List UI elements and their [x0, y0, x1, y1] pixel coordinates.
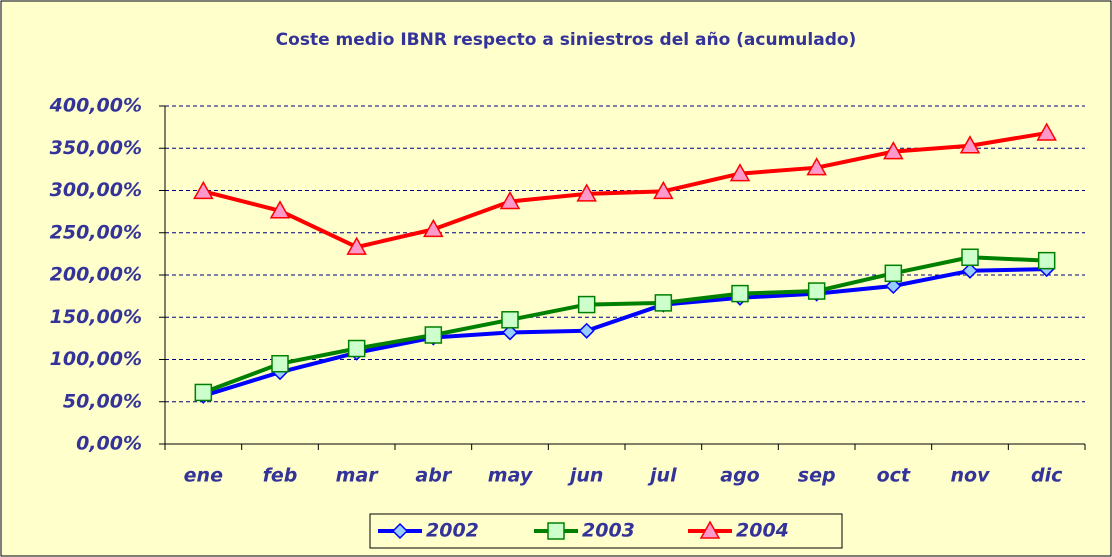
x-tick-label: may [488, 465, 534, 487]
data-point [729, 163, 751, 182]
series-line [202, 267, 1047, 398]
y-tick-label: 50,00% [63, 390, 142, 412]
data-point [424, 326, 443, 344]
x-tick-label: jul [647, 465, 677, 487]
data-point [347, 339, 366, 358]
x-tick-label: ene [184, 465, 223, 487]
data-point [806, 157, 827, 176]
data-point [885, 277, 902, 295]
y-tick-label: 400,00% [49, 95, 142, 117]
data-point [501, 311, 519, 329]
legend-label: 2004 [736, 520, 789, 542]
x-tick-label: abr [415, 465, 452, 487]
legend-marker [699, 520, 721, 539]
data-point [883, 141, 904, 160]
x-tick-label: sep [798, 465, 836, 487]
series-line [202, 255, 1047, 395]
y-tick-label: 250,00% [50, 221, 142, 243]
data-point [654, 294, 673, 312]
data-point [884, 264, 903, 283]
x-tick-label: nov [951, 465, 991, 487]
y-tick-label: 100,00% [50, 348, 142, 370]
x-tick-label: ago [720, 465, 759, 487]
x-tick-label: feb [263, 465, 298, 487]
x-tick-label: dic [1031, 465, 1063, 487]
y-tick-label: 350,00% [50, 137, 142, 159]
data-point [653, 180, 674, 200]
data-point [193, 180, 214, 200]
data-point [346, 236, 367, 255]
data-point [1037, 251, 1056, 270]
legend-marker [391, 522, 409, 540]
data-point [578, 322, 595, 339]
data-point [807, 282, 826, 300]
data-point [269, 200, 291, 219]
y-tick-label: 200,00% [50, 264, 142, 286]
data-point [499, 190, 521, 210]
data-point [1036, 122, 1057, 141]
data-point [959, 135, 981, 154]
data-point [423, 218, 444, 238]
chart-title: Coste medio IBNR respecto a siniestros d… [276, 30, 857, 50]
data-point [576, 183, 597, 202]
legend-label: 2003 [582, 520, 635, 542]
data-point [961, 248, 979, 267]
data-point [577, 295, 596, 314]
data-point [271, 354, 289, 373]
data-point [194, 383, 213, 402]
legend-marker [547, 522, 565, 540]
x-tick-label: oct [877, 465, 911, 487]
y-tick-label: 150,00% [50, 306, 142, 328]
x-tick-label: jun [567, 465, 604, 487]
x-tick-label: mar [336, 465, 380, 487]
y-tick-label: 0,00% [76, 433, 142, 455]
data-point [731, 284, 749, 303]
series-line [202, 131, 1047, 250]
data-point [961, 262, 979, 279]
y-tick-label: 300,00% [50, 179, 142, 201]
legend [369, 513, 843, 549]
data-point [501, 324, 519, 341]
legend-label: 2002 [426, 520, 479, 542]
